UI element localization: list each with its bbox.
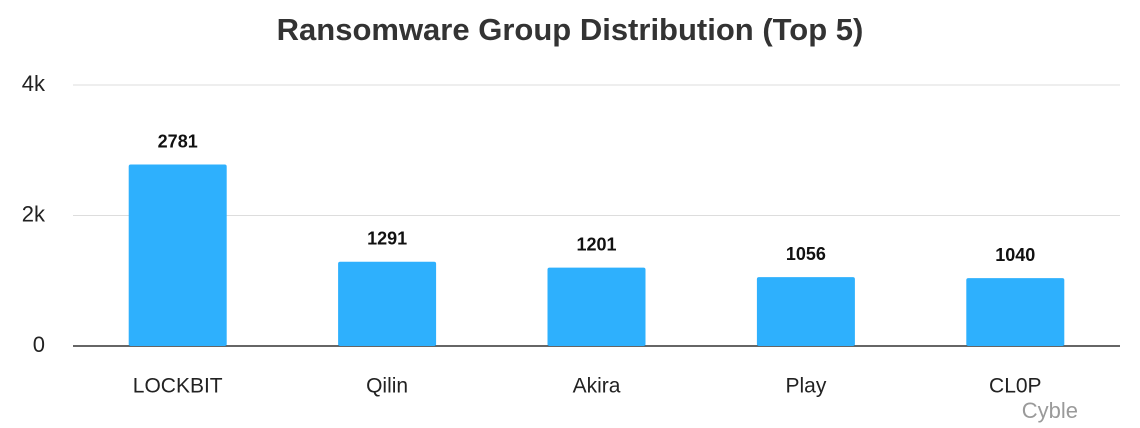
y-tick-label: 4k [22, 71, 46, 96]
value-label: 1040 [995, 245, 1035, 265]
bar [547, 267, 646, 346]
chart-title: Ransomware Group Distribution (Top 5) [277, 12, 864, 47]
x-tick-label: Qilin [366, 375, 408, 398]
x-tick-label: CL0P [989, 375, 1042, 398]
value-label: 2781 [158, 131, 198, 151]
bar [756, 277, 855, 346]
watermark: Cyble [1022, 398, 1078, 423]
bar [966, 278, 1065, 346]
x-tick-label: LOCKBIT [133, 375, 223, 398]
y-tick-label: 2k [22, 201, 46, 226]
bar [338, 261, 437, 346]
bar [128, 164, 227, 346]
value-label: 1291 [367, 229, 407, 249]
y-tick-label: 0 [33, 332, 45, 357]
x-tick-label: Akira [573, 375, 621, 398]
value-label: 1056 [786, 244, 826, 264]
x-tick-label: Play [785, 375, 826, 398]
value-label: 1201 [576, 234, 616, 254]
